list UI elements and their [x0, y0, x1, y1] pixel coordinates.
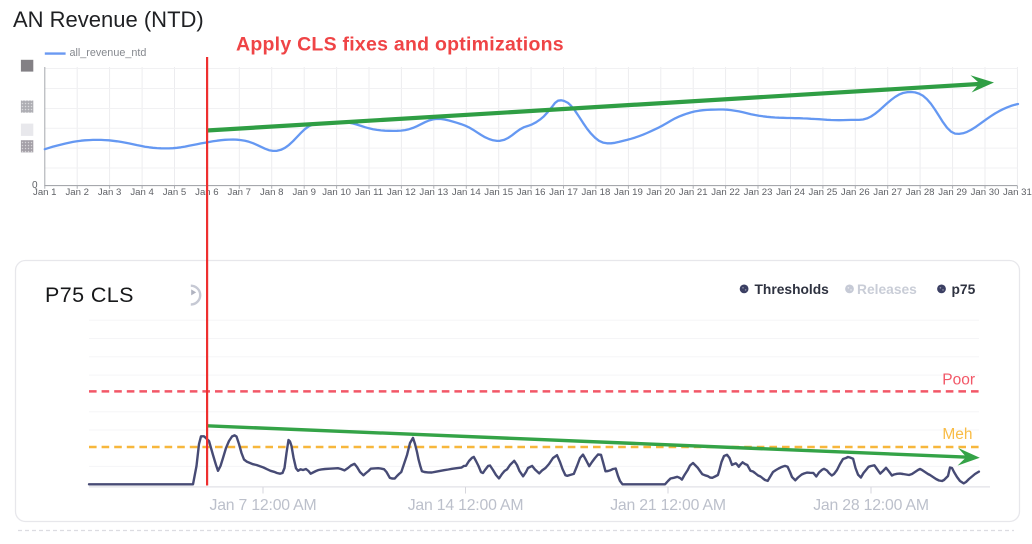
svg-text:Poor: Poor — [942, 372, 975, 389]
svg-text:Jan 4: Jan 4 — [130, 187, 154, 198]
svg-text:Jan 29: Jan 29 — [938, 187, 967, 198]
svg-text:Meh: Meh — [942, 426, 972, 443]
svg-text:Jan 20: Jan 20 — [646, 187, 675, 198]
svg-text:all_revenue_ntd: all_revenue_ntd — [70, 47, 147, 59]
svg-text:Jan 1: Jan 1 — [33, 187, 56, 198]
svg-text:Jan 10: Jan 10 — [322, 187, 351, 198]
svg-text:AN Revenue (NTD): AN Revenue (NTD) — [13, 7, 204, 32]
svg-text:Jan 24: Jan 24 — [776, 187, 805, 198]
svg-text:Jan 26: Jan 26 — [841, 187, 870, 198]
svg-text:Thresholds: Thresholds — [755, 282, 830, 297]
svg-text:Jan 13: Jan 13 — [419, 187, 448, 198]
svg-text:Jan 25: Jan 25 — [808, 187, 837, 198]
svg-text:Jan 28: Jan 28 — [906, 187, 935, 198]
svg-text:0: 0 — [32, 180, 38, 191]
svg-text:Jan 8: Jan 8 — [260, 187, 283, 198]
svg-text:Jan 27: Jan 27 — [873, 187, 902, 198]
svg-text:Jan 21 12:00 AM: Jan 21 12:00 AM — [610, 497, 726, 514]
svg-text:Jan 7 12:00 AM: Jan 7 12:00 AM — [210, 497, 317, 514]
svg-text:Jan 3: Jan 3 — [98, 187, 121, 198]
svg-text:Jan 30: Jan 30 — [971, 187, 1000, 198]
svg-text:Jan 9: Jan 9 — [292, 187, 315, 198]
svg-text:Jan 11: Jan 11 — [355, 187, 383, 198]
svg-text:Jan 31: Jan 31 — [1003, 187, 1032, 198]
svg-text:Jan 23: Jan 23 — [744, 187, 773, 198]
svg-text:Jan 2: Jan 2 — [65, 187, 88, 198]
svg-text:Jan 15: Jan 15 — [484, 187, 513, 198]
svg-text:Jan 28 12:00 AM: Jan 28 12:00 AM — [813, 497, 929, 514]
svg-text:Jan 14: Jan 14 — [452, 187, 481, 198]
svg-text:Jan 19: Jan 19 — [614, 187, 643, 198]
svg-text:p75: p75 — [952, 282, 976, 297]
svg-text:Jan 17: Jan 17 — [549, 187, 578, 198]
svg-text:Jan 7: Jan 7 — [228, 187, 251, 198]
svg-text:Jan 14 12:00 AM: Jan 14 12:00 AM — [408, 497, 524, 514]
svg-text:Jan 16: Jan 16 — [517, 187, 546, 198]
svg-text:Jan 21: Jan 21 — [679, 187, 708, 198]
svg-text:Jan 5: Jan 5 — [163, 187, 186, 198]
svg-text:Releases: Releases — [857, 282, 917, 297]
svg-text:P75 CLS: P75 CLS — [45, 283, 134, 307]
svg-text:Jan 22: Jan 22 — [711, 187, 740, 198]
svg-text:Jan 18: Jan 18 — [581, 187, 610, 198]
svg-text:Apply CLS fixes and optimizati: Apply CLS fixes and optimizations — [236, 34, 564, 56]
svg-text:Jan 12: Jan 12 — [387, 187, 416, 198]
